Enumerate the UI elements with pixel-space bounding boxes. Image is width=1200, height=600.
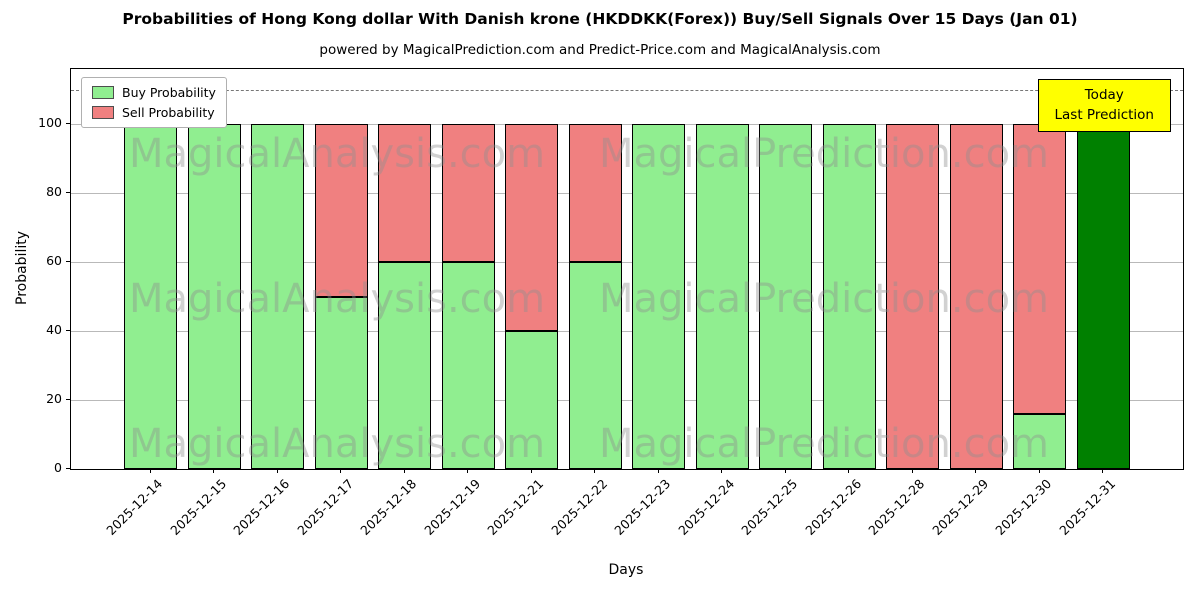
x-tick-mark <box>657 469 659 473</box>
x-tick-mark <box>1102 469 1104 473</box>
buy-bar-segment <box>632 124 685 469</box>
x-tick-label-text: 2025-12-26 <box>801 476 864 538</box>
y-tick-label: 100 <box>38 115 62 131</box>
buy-swatch-icon <box>92 86 114 99</box>
y-tick-mark <box>66 330 70 332</box>
y-tick-label: 60 <box>46 253 62 269</box>
y-gridline <box>71 331 1183 333</box>
buy-bar-segment <box>1013 413 1066 469</box>
legend-item-sell: Sell Probability <box>92 105 216 120</box>
y-tick-label: 0 <box>54 460 62 475</box>
x-tick-label-text: 2025-12-29 <box>928 476 991 538</box>
buy-bar-segment <box>124 124 177 469</box>
x-axis-label: Days <box>608 562 644 578</box>
buy-bar-segment <box>759 124 812 469</box>
x-tick-mark <box>403 469 405 473</box>
x-tick-label-text: 2025-12-17 <box>293 476 356 538</box>
x-tick-label-text: 2025-12-21 <box>484 476 547 538</box>
y-tick-label: 20 <box>46 391 62 406</box>
buy-bar-segment <box>378 262 431 469</box>
x-tick-label-text: 2025-12-16 <box>230 476 293 538</box>
x-tick-label-text: 2025-12-14 <box>103 476 166 538</box>
x-tick-label-text: 2025-12-25 <box>738 476 801 538</box>
y-gridline <box>71 262 1183 264</box>
today-bar-segment <box>1077 124 1130 469</box>
y-tick-mark <box>66 261 70 263</box>
x-tick-label-text: 2025-12-18 <box>357 476 420 538</box>
x-tick-mark <box>340 469 342 473</box>
y-tick-mark <box>66 123 70 125</box>
x-tick-mark <box>975 469 977 473</box>
today-annotation-line1: Today <box>1084 87 1124 103</box>
sell-bar-segment <box>950 124 1003 469</box>
x-tick-mark <box>911 469 913 473</box>
x-tick-label-text: 2025-12-22 <box>547 476 610 538</box>
y-gridline <box>71 400 1183 401</box>
x-tick-mark <box>784 469 786 473</box>
buy-bar-segment <box>569 262 622 469</box>
y-tick-mark <box>66 192 70 194</box>
y-tick-label: 40 <box>46 322 62 338</box>
legend-label-buy: Buy Probability <box>122 85 216 100</box>
buy-bar-segment <box>442 262 495 469</box>
x-tick-label-text: 2025-12-30 <box>992 476 1055 538</box>
sell-swatch-icon <box>92 106 114 119</box>
sell-bar-segment <box>315 124 368 297</box>
x-tick-mark <box>149 469 151 473</box>
x-tick-mark <box>276 469 278 473</box>
sell-bar-segment <box>378 124 431 263</box>
today-annotation: Today Last Prediction <box>1037 79 1171 132</box>
x-tick-label-text: 2025-12-19 <box>420 476 483 538</box>
chart-title: Probabilities of Hong Kong dollar With D… <box>122 10 1078 28</box>
sell-bar-segment <box>886 124 939 469</box>
sell-bar-segment <box>442 124 495 263</box>
x-tick-mark <box>1038 469 1040 473</box>
chart-subtitle: powered by MagicalPrediction.com and Pre… <box>319 42 881 58</box>
y-tick-mark <box>66 468 70 469</box>
x-tick-label-text: 2025-12-24 <box>674 476 737 538</box>
x-tick-mark <box>467 469 469 473</box>
x-tick-mark <box>594 469 596 473</box>
buy-bar-segment <box>251 124 304 469</box>
buy-bar-segment <box>315 296 368 469</box>
y-gridline <box>71 193 1183 195</box>
x-tick-mark <box>848 469 850 473</box>
plot-area: Buy Probability Sell Probability Today L… <box>70 68 1184 470</box>
buy-bar-segment <box>505 331 558 469</box>
sell-bar-segment <box>569 124 622 263</box>
buy-bar-segment <box>696 124 749 469</box>
today-annotation-line2: Last Prediction <box>1054 107 1154 124</box>
legend-label-sell: Sell Probability <box>122 105 215 120</box>
x-tick-label-text: 2025-12-31 <box>1055 476 1118 538</box>
x-tick-mark <box>213 469 215 473</box>
x-tick-mark <box>530 469 532 473</box>
x-tick-label-text: 2025-12-28 <box>865 476 928 538</box>
y-tick-mark <box>66 399 70 400</box>
y-tick-label: 80 <box>46 184 62 200</box>
x-tick-mark <box>721 469 723 473</box>
dashed-upper-line <box>71 89 1183 91</box>
x-tick-label-text: 2025-12-15 <box>166 476 229 538</box>
legend-item-buy: Buy Probability <box>92 85 216 100</box>
x-tick-label-text: 2025-12-23 <box>611 476 674 538</box>
buy-bar-segment <box>188 124 241 469</box>
sell-bar-segment <box>1013 124 1066 414</box>
y-gridline <box>71 124 1183 126</box>
buy-bar-segment <box>823 124 876 469</box>
sell-bar-segment <box>505 124 558 332</box>
legend: Buy Probability Sell Probability <box>81 77 227 128</box>
